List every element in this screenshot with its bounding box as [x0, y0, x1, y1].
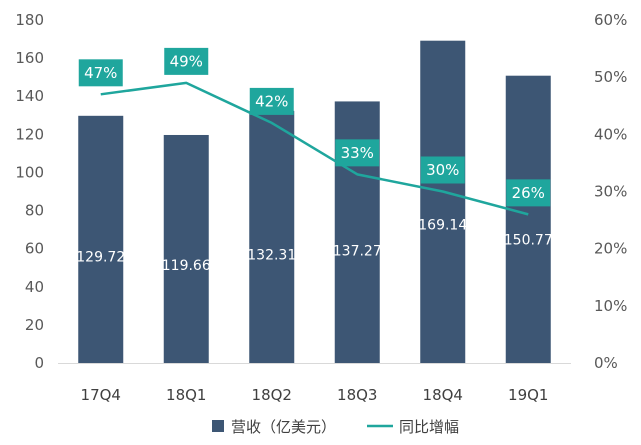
- growth-label-box: [249, 87, 294, 115]
- growth-line: [100, 81, 529, 216]
- growth-label-box: [164, 47, 209, 75]
- growth-label-box: [506, 179, 551, 207]
- y-right-tick-label: 60%: [594, 11, 627, 29]
- y-right-tick-label: 50%: [594, 68, 627, 86]
- revenue-bar-value-label: 132.31: [247, 248, 296, 264]
- growth-label: 33%: [341, 144, 374, 162]
- axes-group: 0 20 40 60 80 100 120 140 160 180 0% 10% 20% 30% 40% 50…: [15, 11, 627, 404]
- x-category-label: 18Q2: [252, 386, 292, 404]
- legend-line-label: 同比增幅: [399, 418, 459, 436]
- growth-label-box: [420, 156, 465, 184]
- y-left-tick-label: 80: [25, 202, 44, 220]
- revenue-bar-value-label: 119.66: [162, 258, 211, 274]
- y-right-tick-label: 40%: [594, 125, 627, 143]
- growth-line-group: 47% 49% 42% 33% 30% 26%: [78, 47, 551, 216]
- y-left-tick-label: 60: [25, 240, 44, 258]
- y-left-tick-label: 140: [15, 87, 44, 105]
- x-category-label: 19Q1: [508, 386, 548, 404]
- y-left-tick-label: 20: [25, 316, 44, 334]
- legend: 营收（亿美元） 同比增幅: [212, 418, 459, 436]
- y-left-tick-label: 40: [25, 278, 44, 296]
- x-category-label: 18Q1: [166, 386, 206, 404]
- y-right-tick-label: 20%: [594, 240, 627, 258]
- y-left-tick-label: 100: [15, 163, 44, 181]
- y-right-tick-label: 10%: [594, 297, 627, 315]
- growth-label-box: [335, 139, 380, 167]
- revenue-bar: [505, 75, 551, 363]
- revenue-bar-value-label: 129.72: [76, 250, 125, 266]
- y-left-tick-label: 0: [34, 354, 44, 372]
- revenue-bar: [420, 40, 466, 363]
- y-left-tick-label: 120: [15, 125, 44, 143]
- revenue-bar-value-label: 137.27: [333, 244, 382, 260]
- revenue-bar: [163, 134, 209, 363]
- x-category-label: 18Q4: [423, 386, 463, 404]
- y-left-tick-label: 180: [15, 11, 44, 29]
- y-right-tick-label: 0%: [594, 354, 618, 372]
- growth-label: 26%: [512, 184, 545, 202]
- revenue-bar: [78, 115, 124, 363]
- y-right-tick-label: 30%: [594, 183, 627, 201]
- revenue-bar: [249, 110, 295, 363]
- revenue-bar-value-label: 150.77: [504, 232, 553, 248]
- growth-label: 49%: [170, 52, 203, 70]
- bars-group: 129.72 119.66 132.31 137.27 169.14 150.77: [76, 40, 553, 364]
- growth-label: 30%: [426, 161, 459, 179]
- y-left-tick-label: 160: [15, 49, 44, 67]
- growth-label: 47%: [84, 64, 117, 82]
- x-category-label: 17Q4: [81, 386, 121, 404]
- legend-bar-swatch: [212, 420, 224, 432]
- growth-label-box: [78, 59, 123, 87]
- revenue-bar-value-label: 169.14: [418, 217, 467, 233]
- growth-label: 42%: [255, 92, 288, 110]
- legend-bar-label: 营收（亿美元）: [231, 418, 336, 436]
- x-category-label: 18Q3: [337, 386, 377, 404]
